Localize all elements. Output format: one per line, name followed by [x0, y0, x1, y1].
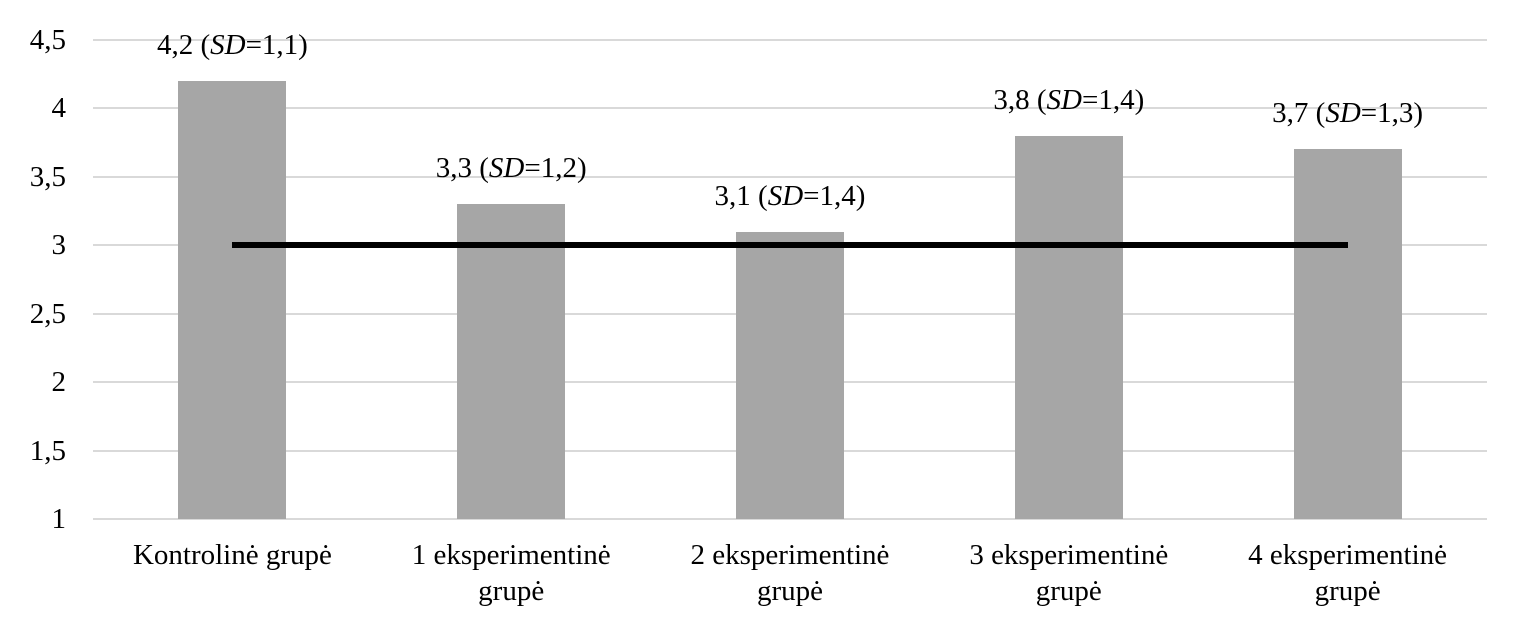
- y-axis-tick-label: 2,5: [29, 297, 66, 330]
- bar-data-label-value: 3,7 (: [1272, 97, 1326, 130]
- x-axis-category-label: 4 eksperimentinė grupė: [1208, 537, 1487, 609]
- bar: [178, 81, 287, 519]
- bar: [1014, 135, 1123, 519]
- y-axis-tick-label: 4: [51, 92, 67, 125]
- y-axis-tick-label: 4,5: [29, 24, 66, 56]
- x-axis-category-label: 3 eksperimentinė grupė: [929, 537, 1208, 609]
- bar-data-label-sd-name: SD: [1046, 83, 1082, 116]
- bar: [1293, 149, 1402, 519]
- bar-data-label-sd-value: =1,2): [524, 152, 587, 185]
- bar-data-label-value: 4,2 (: [156, 29, 211, 62]
- bar-data-label: 3,8 (SD=1,4): [909, 82, 1229, 118]
- x-axis-category-label-text: 3 eksperimentinė grupė: [969, 539, 1169, 607]
- x-axis-category-label: Kontrolinė grupė: [93, 537, 372, 573]
- y-gridline: [93, 107, 1487, 110]
- x-axis-category-label: 1 eksperimentinė grupė: [372, 537, 651, 609]
- x-axis-category-label-text: 1 eksperimentinė grupė: [411, 539, 611, 607]
- y-axis-tick-label: 1: [51, 503, 67, 535]
- y-axis-tick-label: 2: [51, 366, 67, 399]
- bar-data-label-sd-name: SD: [767, 179, 804, 212]
- bar-data-label-sd-value: =1,4): [803, 179, 866, 212]
- bar: [736, 231, 844, 519]
- x-axis-category-label-text: 2 eksperimentinė grupė: [690, 539, 890, 607]
- y-gridline: [93, 39, 1487, 41]
- bar-data-label-sd-name: SD: [1325, 97, 1361, 130]
- reference-line: [232, 242, 1348, 249]
- bar-data-label-sd-name: SD: [210, 29, 246, 62]
- bar-data-label: 3,3 (SD=1,2): [351, 150, 671, 186]
- bar-data-label-value: 3,3 (: [435, 152, 489, 185]
- bar-data-label: 3,1 (SD=1,4): [630, 178, 950, 214]
- bar-data-label-sd-value: =1,3): [1360, 97, 1424, 130]
- bar-data-label-value: 3,1 (: [714, 179, 768, 212]
- x-axis-category-label-text: Kontrolinė grupė: [132, 539, 332, 571]
- y-axis-tick-label: 1,5: [29, 434, 66, 467]
- bar-data-label-value: 3,8 (: [993, 83, 1047, 116]
- bar: [457, 204, 566, 519]
- y-gridline: [93, 518, 1487, 520]
- y-axis-tick-label: 3,5: [29, 160, 66, 193]
- bar-data-label: 3,7 (SD=1,3): [1188, 95, 1508, 131]
- bar-data-label-sd-value: =1,4): [1081, 83, 1145, 116]
- bar-data-label: 4,2 (SD=1,1): [72, 27, 392, 63]
- x-axis-category-label: 2 eksperimentinė grupė: [651, 537, 930, 609]
- y-axis-tick-label: 3: [51, 229, 67, 262]
- y-gridline: [93, 175, 1487, 178]
- bar-data-label-sd-name: SD: [488, 152, 525, 185]
- x-axis-category-label-text: 4 eksperimentinė grupė: [1248, 539, 1448, 607]
- bar-data-label-sd-value: =1,1): [245, 29, 308, 62]
